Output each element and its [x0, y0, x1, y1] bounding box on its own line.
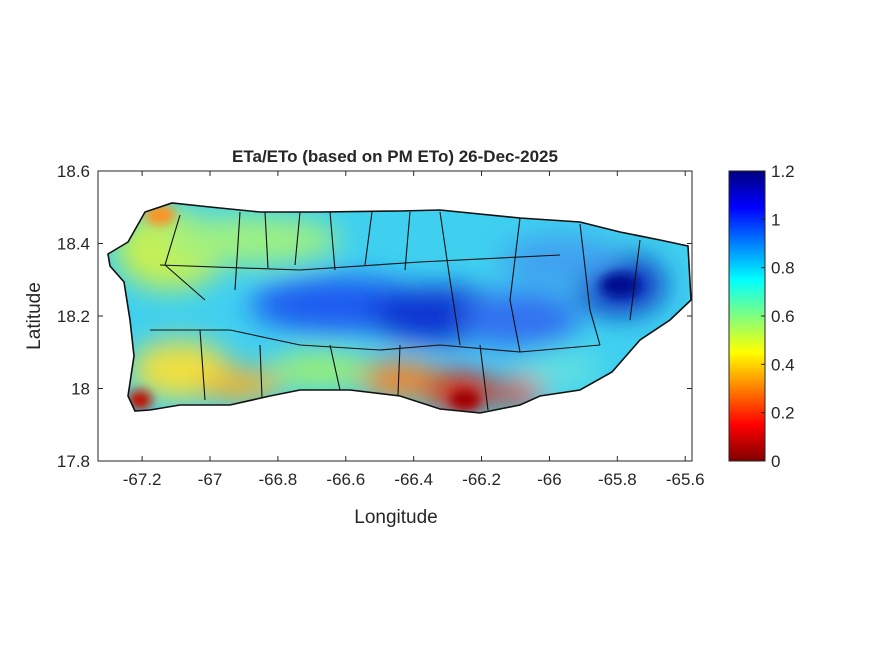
colorbar-tick-label: 0.8	[771, 259, 795, 278]
x-tick-label: -65.6	[666, 470, 705, 489]
colorbar-tick-label: 0.4	[771, 355, 795, 374]
colorbar-tick-label: 1	[771, 210, 780, 229]
x-axis-ticks: -67.2 -67 -66.8 -66.6 -66.4 -66.2 -66 -65.8 -65.…	[123, 171, 705, 489]
eta-eto-raster	[108, 203, 691, 413]
y-tick-label: 18	[71, 380, 90, 399]
colorbar-tick-label: 0	[771, 452, 780, 471]
y-axis-ticks: 17.8 18 18.2 18.4 18.6	[57, 162, 692, 471]
x-tick-label: -66.4	[394, 470, 433, 489]
colorbar-tick-label: 0.6	[771, 307, 795, 326]
x-tick-label: -66.2	[462, 470, 501, 489]
y-axis-label: Latitude	[24, 282, 45, 350]
colorbar-ticks: 0 0.2 0.4 0.6 0.8 1 1.2	[761, 162, 795, 471]
colorbar-gradient	[728, 170, 766, 462]
colorbar-tick-label: 1.2	[771, 162, 795, 181]
y-tick-label: 18.6	[57, 162, 90, 181]
x-tick-label: -66.8	[259, 470, 298, 489]
colorbar: 0 0.2 0.4 0.6 0.8 1 1.2	[728, 162, 795, 471]
y-tick-label: 17.8	[57, 452, 90, 471]
map-axes: -67.2 -67 -66.8 -66.6 -66.4 -66.2 -66 -65.8 -65.…	[24, 162, 705, 528]
x-tick-label: -67.2	[123, 470, 162, 489]
y-tick-label: 18.4	[57, 235, 90, 254]
y-tick-label: 18.2	[57, 307, 90, 326]
colorbar-tick-label: 0.2	[771, 404, 795, 423]
x-axis-label: Longitude	[354, 507, 437, 528]
x-tick-label: -65.8	[598, 470, 637, 489]
x-tick-label: -66.6	[326, 470, 365, 489]
chart-title: ETa/ETo (based on PM ETo) 26-Dec-2025	[232, 147, 558, 166]
x-tick-label: -67	[198, 470, 223, 489]
municipality-boundaries	[107, 202, 692, 414]
x-tick-label: -66	[537, 470, 562, 489]
